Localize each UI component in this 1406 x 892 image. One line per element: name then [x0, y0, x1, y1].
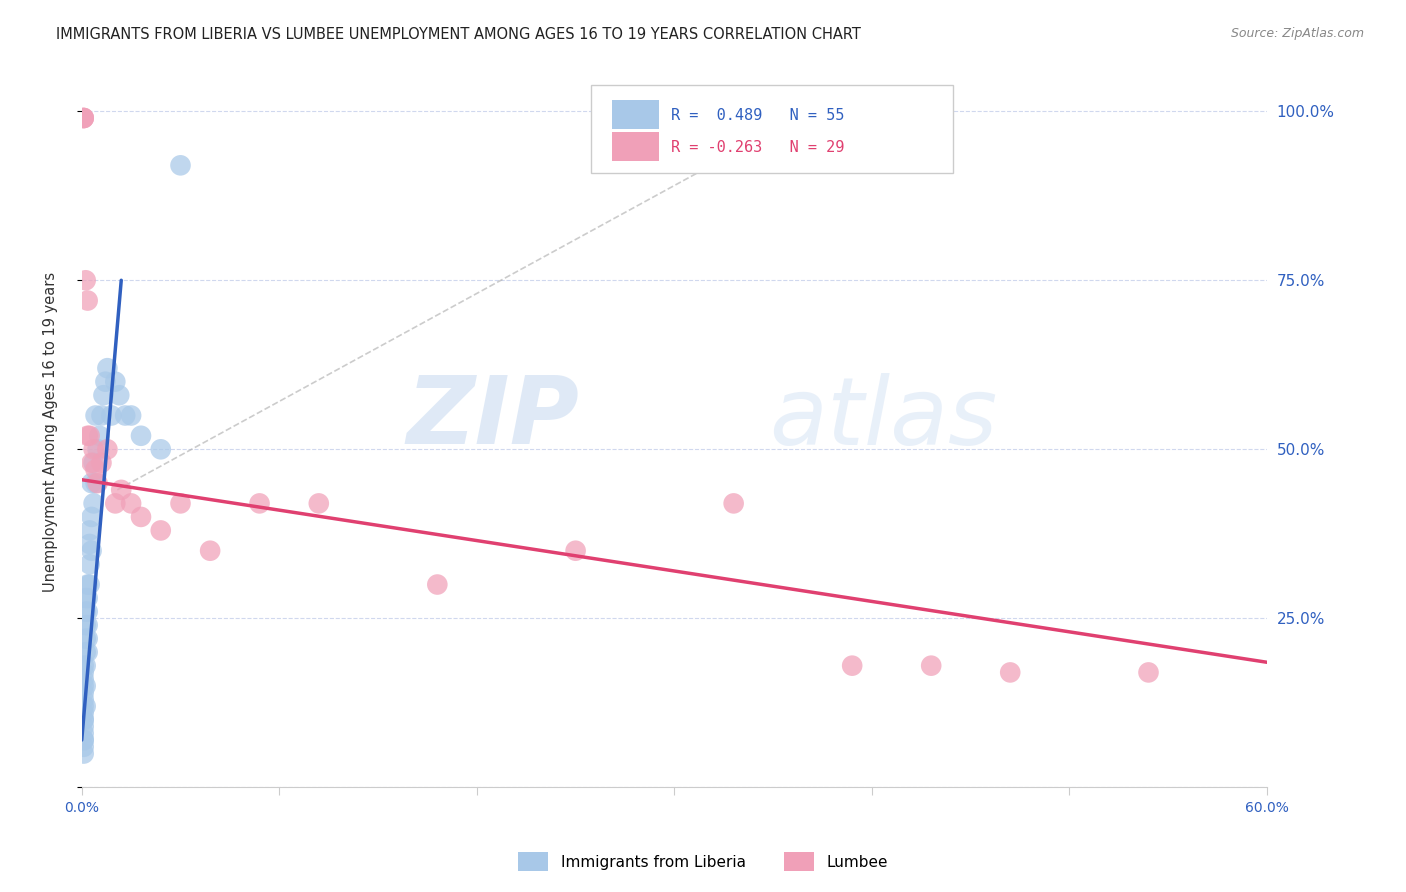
Point — [73, 665, 96, 680]
Point — [73, 706, 96, 720]
Point — [96, 361, 118, 376]
Point — [76, 429, 98, 443]
Point — [249, 496, 271, 510]
Point — [841, 658, 863, 673]
Point — [73, 658, 96, 673]
Point — [73, 672, 96, 686]
Point — [73, 713, 96, 727]
Point — [73, 726, 96, 740]
Point — [76, 632, 98, 646]
Point — [79, 537, 101, 551]
Point — [426, 577, 449, 591]
Point — [96, 442, 118, 457]
Point — [90, 409, 112, 423]
Point — [723, 496, 745, 510]
Point — [73, 692, 96, 706]
Point — [84, 476, 107, 491]
Text: R =  0.489   N = 55: R = 0.489 N = 55 — [671, 108, 844, 122]
Point — [73, 111, 96, 125]
Point — [1137, 665, 1160, 680]
Point — [308, 496, 330, 510]
Point — [1000, 665, 1022, 680]
Point — [104, 375, 127, 389]
Point — [104, 496, 127, 510]
Point — [80, 476, 103, 491]
Point — [75, 605, 97, 619]
Point — [73, 679, 96, 693]
Point — [80, 456, 103, 470]
Point — [75, 645, 97, 659]
Point — [84, 462, 107, 476]
Point — [76, 577, 98, 591]
Point — [198, 543, 221, 558]
Point — [75, 679, 97, 693]
Point — [83, 442, 105, 457]
Text: atlas: atlas — [769, 373, 997, 464]
Point — [120, 496, 142, 510]
Point — [76, 591, 98, 605]
Y-axis label: Unemployment Among Ages 16 to 19 years: Unemployment Among Ages 16 to 19 years — [44, 272, 58, 592]
Point — [73, 733, 96, 747]
Point — [73, 739, 96, 754]
Point — [75, 658, 97, 673]
Point — [76, 645, 98, 659]
Point — [80, 510, 103, 524]
Point — [84, 409, 107, 423]
Point — [920, 658, 942, 673]
Point — [75, 591, 97, 605]
Point — [129, 510, 152, 524]
Point — [73, 111, 96, 125]
Point — [86, 476, 108, 491]
Point — [73, 111, 96, 125]
Point — [129, 429, 152, 443]
Point — [114, 409, 136, 423]
Point — [73, 747, 96, 761]
Point — [94, 375, 117, 389]
Point — [73, 699, 96, 714]
Point — [149, 524, 172, 538]
Point — [79, 524, 101, 538]
Text: R = -0.263   N = 29: R = -0.263 N = 29 — [671, 139, 844, 154]
Point — [100, 409, 122, 423]
Point — [108, 388, 131, 402]
Point — [73, 719, 96, 733]
Point — [83, 496, 105, 510]
Point — [79, 558, 101, 572]
Point — [89, 429, 111, 443]
Point — [564, 543, 586, 558]
Point — [79, 577, 101, 591]
Point — [75, 632, 97, 646]
Point — [169, 496, 191, 510]
Point — [79, 429, 101, 443]
Point — [93, 388, 115, 402]
Point — [169, 158, 191, 172]
Text: IMMIGRANTS FROM LIBERIA VS LUMBEE UNEMPLOYMENT AMONG AGES 16 TO 19 YEARS CORRELA: IMMIGRANTS FROM LIBERIA VS LUMBEE UNEMPL… — [56, 27, 860, 42]
FancyBboxPatch shape — [612, 132, 659, 161]
Point — [73, 733, 96, 747]
Point — [73, 686, 96, 700]
Point — [83, 456, 105, 470]
Point — [75, 618, 97, 632]
Point — [76, 618, 98, 632]
Point — [75, 273, 97, 287]
Point — [75, 699, 97, 714]
Point — [73, 713, 96, 727]
Point — [80, 543, 103, 558]
Point — [149, 442, 172, 457]
Point — [76, 293, 98, 308]
Point — [90, 456, 112, 470]
Text: Source: ZipAtlas.com: Source: ZipAtlas.com — [1230, 27, 1364, 40]
Text: ZIP: ZIP — [406, 372, 579, 464]
Point — [110, 483, 132, 497]
Point — [120, 409, 142, 423]
Legend: Immigrants from Liberia, Lumbee: Immigrants from Liberia, Lumbee — [512, 847, 894, 877]
Point — [76, 605, 98, 619]
FancyBboxPatch shape — [612, 100, 659, 128]
Point — [86, 442, 108, 457]
FancyBboxPatch shape — [592, 85, 953, 173]
